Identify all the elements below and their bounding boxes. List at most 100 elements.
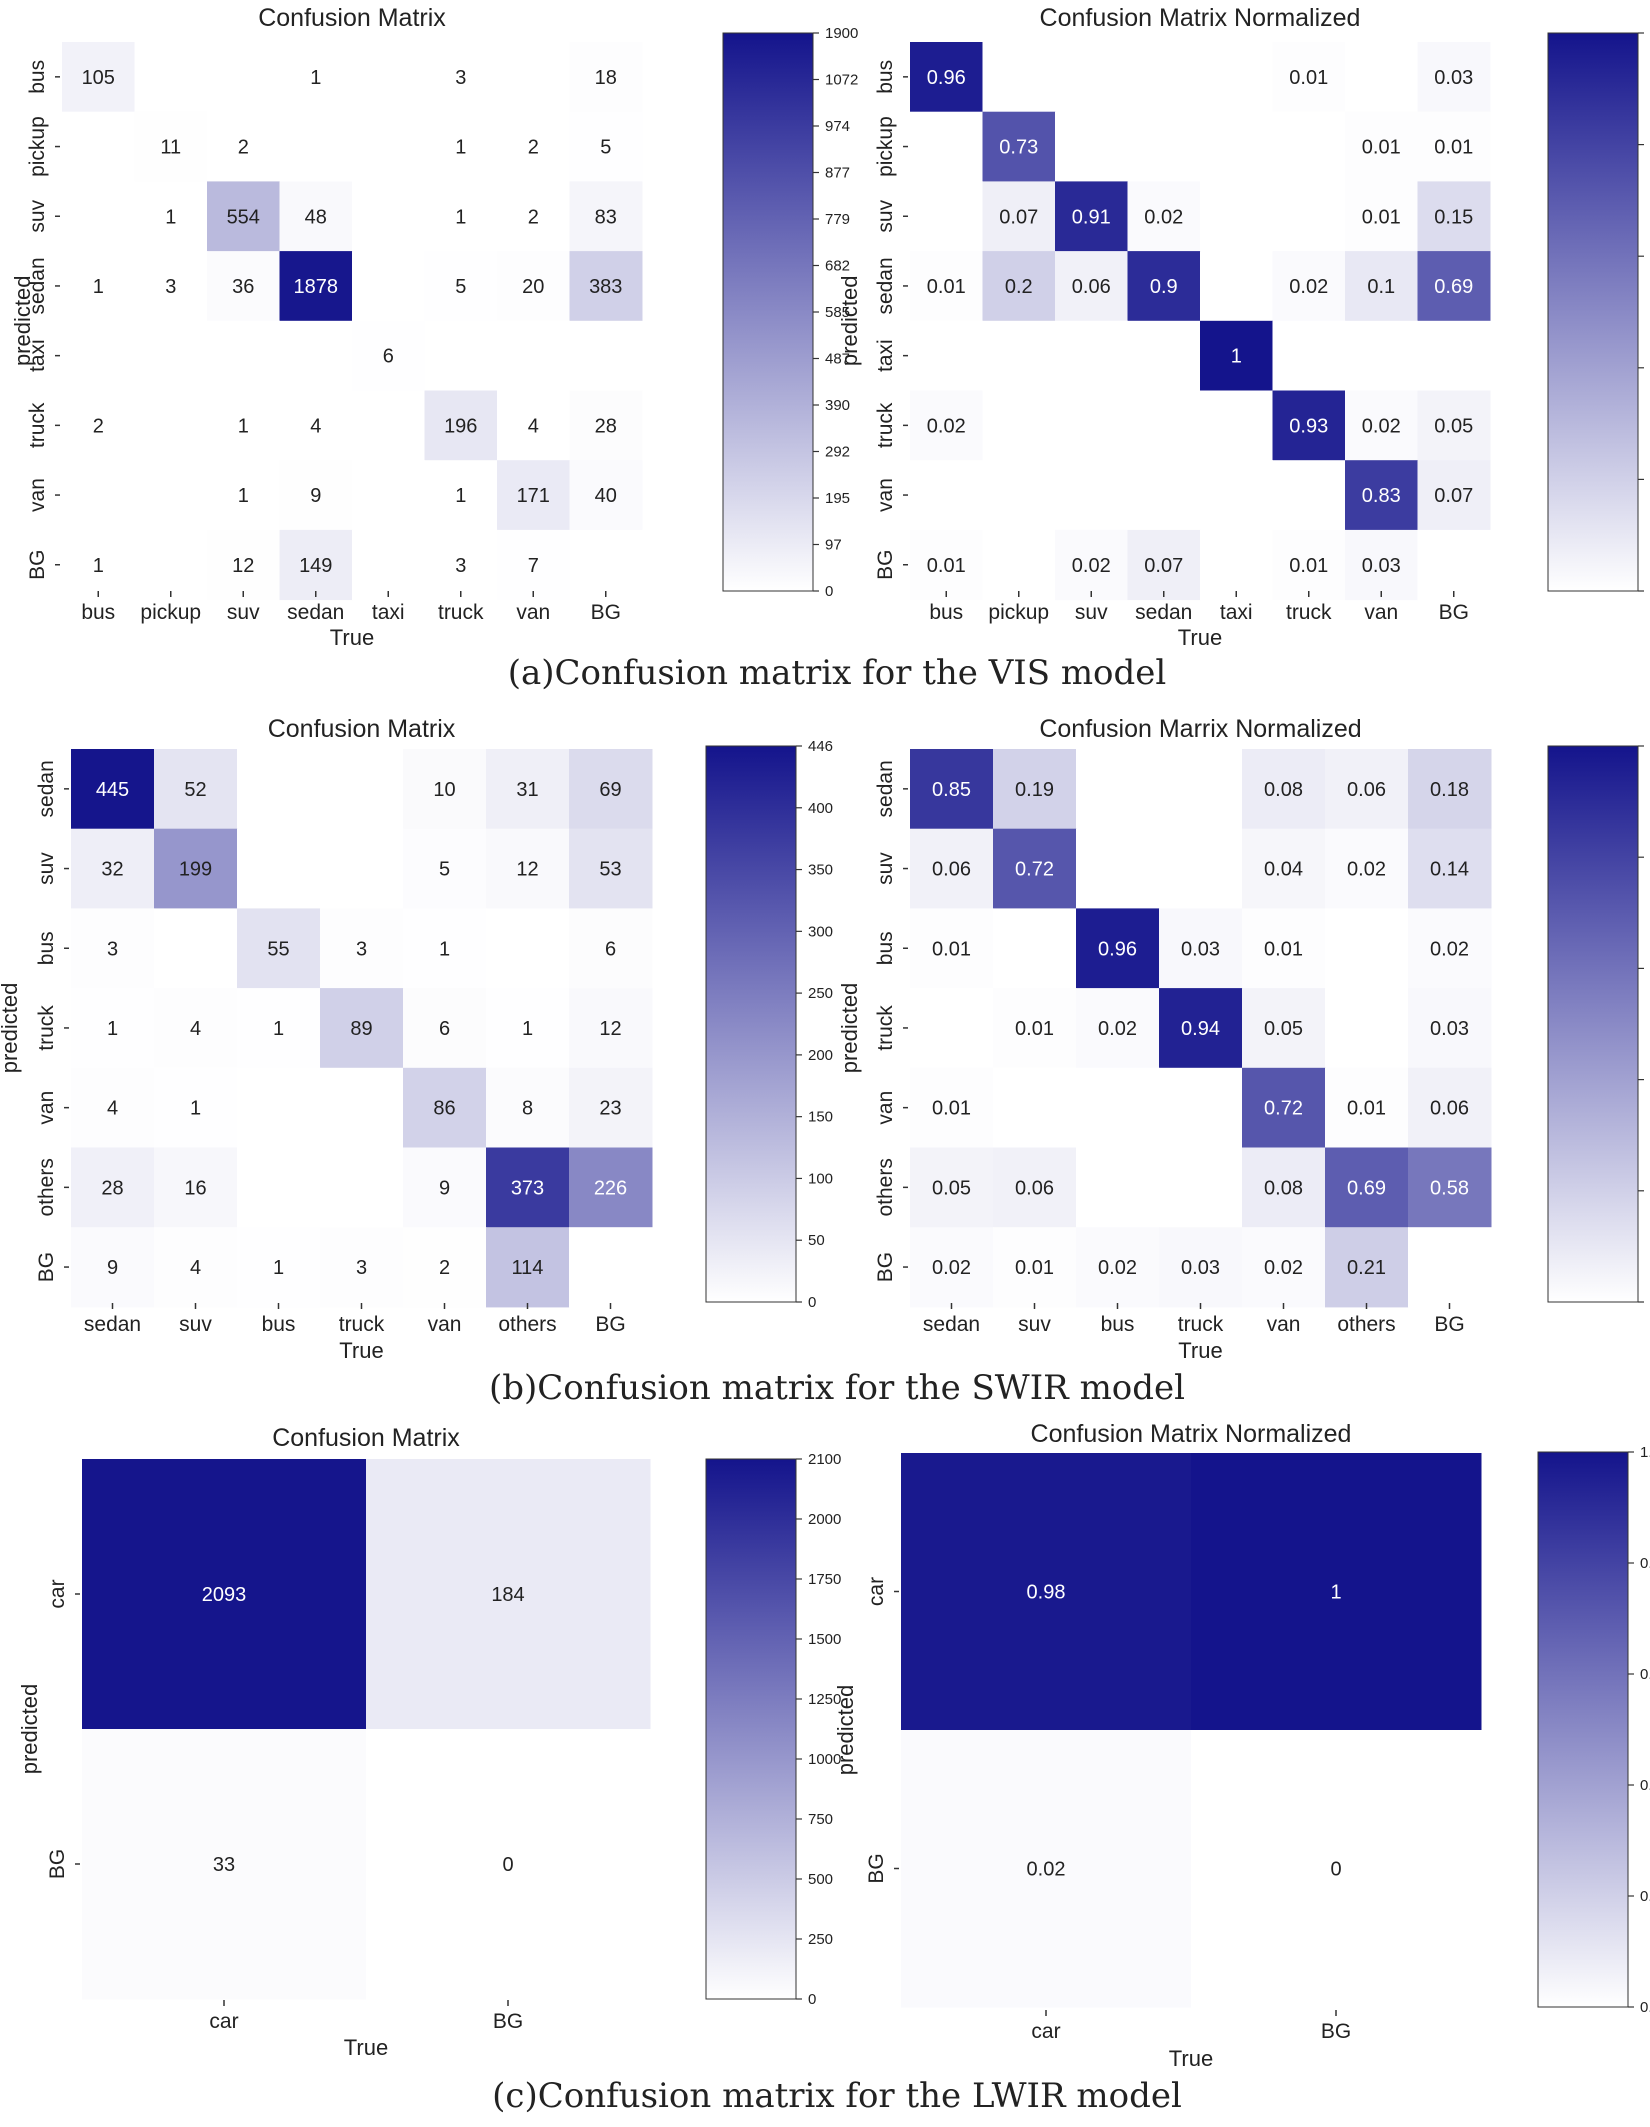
chart3-cell (403, 828, 487, 909)
chart5-colorbar-tick-label: 250 (808, 1931, 833, 1948)
chart4-cell (1242, 988, 1326, 1069)
chart1-cell (279, 181, 353, 252)
chart3-cell (569, 828, 653, 909)
chart1-cell-label: 1 (310, 67, 321, 89)
chart2-cell (1417, 529, 1491, 601)
chart1-title: Confusion Matrix (258, 4, 446, 32)
chart1-cell (424, 390, 498, 461)
chart1-cell-label: 11 (160, 137, 181, 159)
chart4-cell (1408, 1227, 1492, 1308)
chart3-ytick-label: others (35, 1158, 58, 1216)
chart1-cell-label: 7 (528, 555, 539, 577)
chart2-cell (1417, 181, 1491, 252)
chart6-colorbar (1537, 1451, 1629, 2008)
chart3-cell (154, 1067, 238, 1148)
chart3-xtick-label: BG (595, 1313, 625, 1336)
chart1-xtick-label: pickup (140, 601, 201, 624)
chart2-cell (1127, 390, 1201, 461)
chart3-cell-label: 114 (512, 1257, 544, 1279)
chart1-cell (352, 529, 425, 601)
chart4-cell (993, 828, 1077, 909)
chart4-cell (993, 908, 1077, 989)
chart4-cell-label: 0.06 (1347, 779, 1386, 801)
chart2-cell-label: 0.73 (999, 137, 1038, 159)
chart3-title: Confusion Matrix (268, 715, 456, 743)
chart4-cell-label: 0.01 (1015, 1018, 1054, 1040)
chart1-cell (207, 529, 280, 601)
chart2-cell (1200, 320, 1273, 391)
chart4-cell-label: 0.14 (1430, 859, 1469, 881)
chart2-cell (910, 181, 983, 252)
chart3-cell-label: 55 (267, 938, 289, 960)
chart2-xtick-label: truck (1286, 601, 1332, 624)
chart2-cell (1345, 42, 1418, 113)
chart6-colorbar-tick-label: 0.80 (1640, 1555, 1650, 1572)
chart2-cell (910, 111, 983, 182)
chart3-cell-label: 10 (433, 779, 455, 801)
chart4-cell-label: 0.03 (1181, 938, 1220, 960)
chart3-cell (569, 1067, 653, 1148)
chart2-cell (1200, 390, 1273, 461)
chart2-cell-label: 1 (1231, 346, 1242, 368)
chart1-cell (62, 111, 135, 182)
chart3-cell (403, 908, 487, 989)
chart2-cell-label: 0.01 (1362, 206, 1401, 228)
chart2-cell-label: 0.83 (1362, 485, 1401, 507)
chart3-ytick-label: suv (35, 852, 58, 885)
chart3-xtick-label: suv (179, 1313, 212, 1336)
chart4-cell (1325, 1147, 1409, 1228)
chart4-cell (1159, 828, 1243, 909)
chart4-cell (910, 1067, 994, 1148)
chart2-ylabel: predicted (837, 276, 862, 367)
chart4-ylabel: predicted (837, 983, 862, 1074)
chart1-cell (62, 251, 135, 322)
chart1-cell (207, 390, 280, 461)
chart2-cell (1272, 181, 1346, 252)
chart4-cell (1408, 908, 1492, 989)
chart3-colorbar-tick-label: 200 (808, 1047, 833, 1064)
chart1-cell (352, 320, 425, 391)
chart1-cell (497, 42, 570, 113)
chart6-ytick-label: car (865, 1577, 888, 1606)
chart2-cell (910, 529, 983, 601)
chart6-cell (901, 1730, 1192, 2008)
chart1-cell-label: 1 (455, 206, 466, 228)
chart1-cell-label: 18 (595, 67, 617, 89)
chart3-cell-label: 16 (184, 1177, 206, 1199)
chart3-cell (403, 749, 487, 830)
chart3-cell (71, 1147, 155, 1228)
chart4-cell (1408, 988, 1492, 1069)
chart1-ylabel: predicted (10, 276, 35, 367)
chart5-colorbar-tick-label: 2000 (808, 1511, 841, 1528)
chart4-cell-label: 0.02 (1098, 1018, 1137, 1040)
chart1-cell (207, 181, 280, 252)
chart3-cell-label: 9 (107, 1257, 118, 1279)
chart1-cell-label: 3 (455, 555, 466, 577)
chart5-cell (366, 1459, 651, 1730)
chart4-ytick-label: van (874, 1091, 897, 1125)
chart6-colorbar-tick-label: 1.00 (1640, 1444, 1650, 1461)
chart1-cell (497, 111, 570, 182)
chart3-cell (569, 908, 653, 989)
chart2-cell-label: 0.03 (1434, 67, 1473, 89)
chart3-cell-label: 89 (350, 1018, 372, 1040)
chart3-cell-label: 4 (190, 1257, 201, 1279)
chart1-cell-label: 3 (455, 67, 466, 89)
chart2-colorbar (1547, 32, 1639, 592)
chart4-cell-label: 0.08 (1264, 1177, 1303, 1199)
chart4-cell-label: 0.06 (932, 859, 971, 881)
chart3-cell (71, 749, 155, 830)
chart2-cell-label: 0.93 (1289, 415, 1328, 437)
chart5-colorbar-tick-label: 0 (808, 1991, 816, 2008)
chart4-xtick-label: bus (1101, 1313, 1135, 1336)
chart3-cell (486, 1227, 570, 1308)
chart1-cell (134, 529, 208, 601)
chart1-xtick-label: BG (591, 601, 621, 624)
chart1-cell-label: 105 (82, 67, 115, 89)
chart2-cell (1345, 111, 1418, 182)
chart2-cell-label: 0.01 (927, 555, 966, 577)
chart6-colorbar-tick-label: 0.60 (1640, 1666, 1650, 1683)
chart1-cell (279, 529, 353, 601)
chart3-colorbar-tick-label: 100 (808, 1170, 833, 1187)
